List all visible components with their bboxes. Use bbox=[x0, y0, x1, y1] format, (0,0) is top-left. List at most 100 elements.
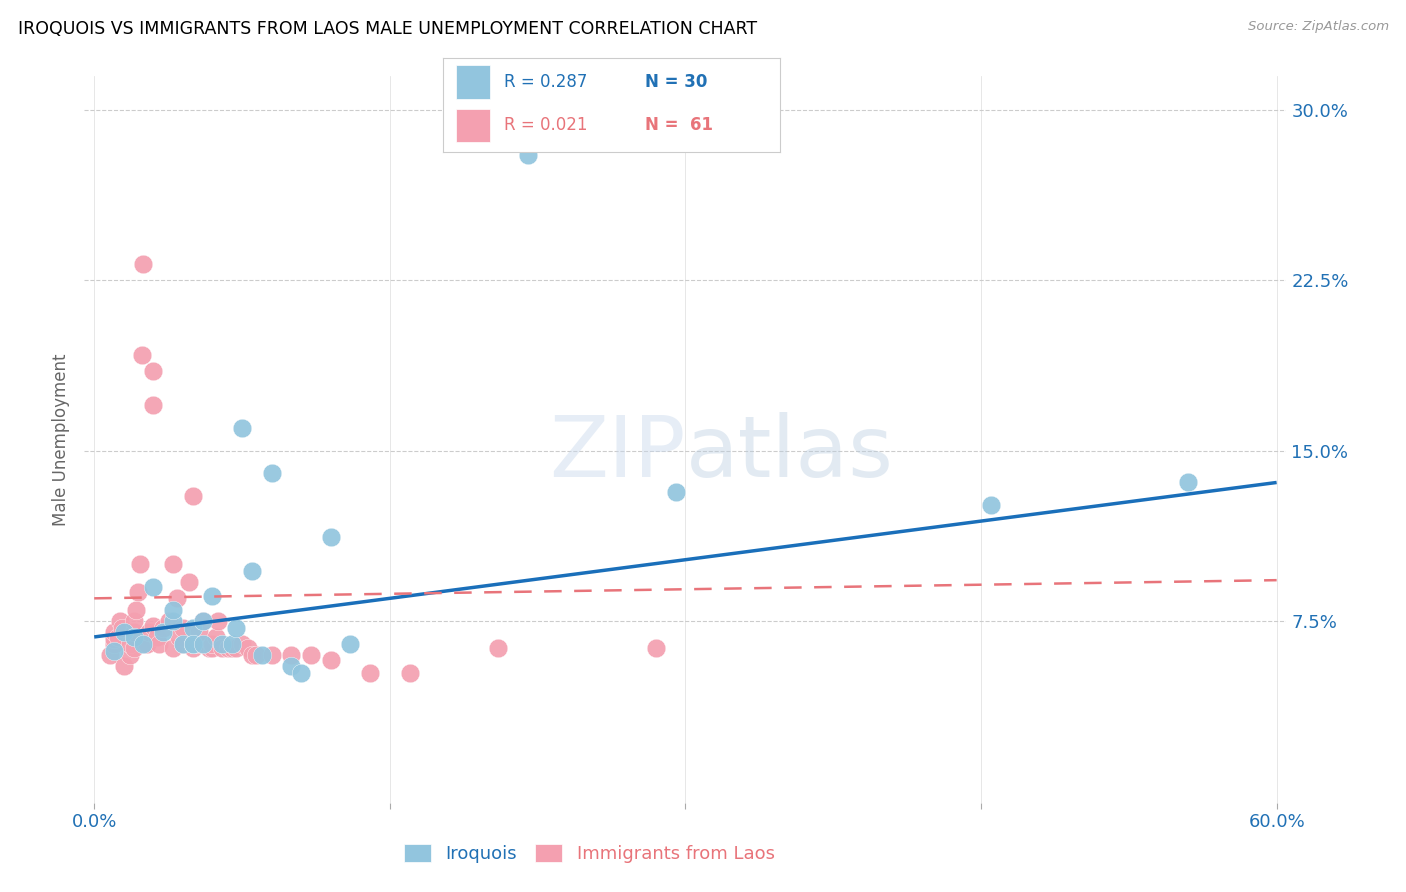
Point bbox=[162, 558, 184, 572]
Point bbox=[181, 637, 204, 651]
Point bbox=[644, 641, 666, 656]
FancyBboxPatch shape bbox=[457, 65, 491, 99]
Point bbox=[122, 641, 145, 656]
Point bbox=[142, 398, 165, 412]
Point bbox=[201, 641, 224, 656]
Point bbox=[172, 637, 194, 651]
Point bbox=[167, 630, 190, 644]
Point bbox=[231, 637, 253, 651]
Point bbox=[205, 630, 228, 644]
Point bbox=[980, 498, 1002, 512]
Point bbox=[260, 648, 283, 662]
Point bbox=[142, 618, 165, 632]
Point bbox=[211, 641, 233, 656]
Point bbox=[127, 584, 149, 599]
Point bbox=[108, 614, 131, 628]
Point bbox=[118, 648, 141, 662]
Point bbox=[111, 621, 134, 635]
Point bbox=[136, 637, 159, 651]
Point bbox=[319, 653, 342, 667]
Point bbox=[152, 625, 174, 640]
Point bbox=[118, 637, 141, 651]
Point bbox=[201, 589, 224, 603]
Point bbox=[132, 637, 155, 651]
Point bbox=[112, 625, 135, 640]
Point bbox=[152, 621, 174, 635]
Point bbox=[191, 614, 214, 628]
Point bbox=[103, 643, 125, 657]
Point bbox=[299, 648, 322, 662]
Point bbox=[131, 348, 153, 362]
Point bbox=[103, 625, 125, 640]
Text: Source: ZipAtlas.com: Source: ZipAtlas.com bbox=[1249, 20, 1389, 33]
Point bbox=[162, 614, 184, 628]
Point bbox=[162, 603, 184, 617]
Point bbox=[148, 637, 170, 651]
Text: ZIP: ZIP bbox=[548, 412, 686, 495]
Point bbox=[112, 659, 135, 673]
Text: R = 0.021: R = 0.021 bbox=[503, 117, 588, 135]
Point bbox=[245, 648, 267, 662]
Point bbox=[236, 641, 259, 656]
Point bbox=[486, 641, 509, 656]
Point bbox=[211, 637, 233, 651]
Point bbox=[201, 637, 224, 651]
Point bbox=[664, 484, 686, 499]
Point bbox=[398, 666, 420, 681]
Point bbox=[172, 621, 194, 635]
Point bbox=[207, 614, 229, 628]
Point bbox=[225, 641, 247, 656]
Point bbox=[1177, 475, 1199, 490]
Point bbox=[142, 580, 165, 594]
Point bbox=[166, 591, 188, 606]
Point bbox=[146, 630, 169, 644]
Point bbox=[157, 614, 180, 628]
Point bbox=[181, 621, 204, 635]
Point bbox=[172, 637, 194, 651]
Point bbox=[122, 625, 145, 640]
Point bbox=[162, 641, 184, 656]
FancyBboxPatch shape bbox=[457, 109, 491, 142]
Point bbox=[107, 630, 129, 644]
Point bbox=[221, 641, 243, 656]
Point bbox=[128, 558, 150, 572]
Point bbox=[181, 489, 204, 503]
Point bbox=[177, 575, 200, 590]
Point bbox=[181, 641, 204, 656]
Point bbox=[187, 625, 209, 640]
Point bbox=[124, 603, 146, 617]
Point bbox=[197, 641, 219, 656]
Point bbox=[138, 625, 160, 640]
Point bbox=[122, 630, 145, 644]
Point bbox=[186, 637, 208, 651]
Point bbox=[181, 637, 204, 651]
Point bbox=[280, 648, 302, 662]
Point bbox=[516, 148, 538, 162]
Text: N =  61: N = 61 bbox=[645, 117, 713, 135]
Point bbox=[231, 421, 253, 435]
Text: atlas: atlas bbox=[686, 412, 893, 495]
Point bbox=[191, 637, 214, 651]
Point bbox=[290, 666, 312, 681]
Point bbox=[122, 614, 145, 628]
Point bbox=[280, 659, 302, 673]
Point bbox=[339, 637, 361, 651]
Point bbox=[240, 648, 263, 662]
Point bbox=[240, 564, 263, 578]
Point bbox=[142, 364, 165, 378]
Point bbox=[217, 641, 239, 656]
Text: R = 0.287: R = 0.287 bbox=[503, 73, 586, 91]
Point bbox=[191, 614, 214, 628]
Text: IROQUOIS VS IMMIGRANTS FROM LAOS MALE UNEMPLOYMENT CORRELATION CHART: IROQUOIS VS IMMIGRANTS FROM LAOS MALE UN… bbox=[18, 20, 758, 37]
Point bbox=[260, 467, 283, 481]
Point bbox=[225, 621, 247, 635]
Y-axis label: Male Unemployment: Male Unemployment bbox=[52, 353, 70, 525]
Point bbox=[98, 648, 121, 662]
Legend: Iroquois, Immigrants from Laos: Iroquois, Immigrants from Laos bbox=[396, 837, 782, 870]
Point bbox=[319, 530, 342, 544]
Point bbox=[103, 637, 125, 651]
Point bbox=[359, 666, 381, 681]
Point bbox=[134, 637, 156, 651]
Text: N = 30: N = 30 bbox=[645, 73, 707, 91]
Point bbox=[132, 257, 155, 271]
